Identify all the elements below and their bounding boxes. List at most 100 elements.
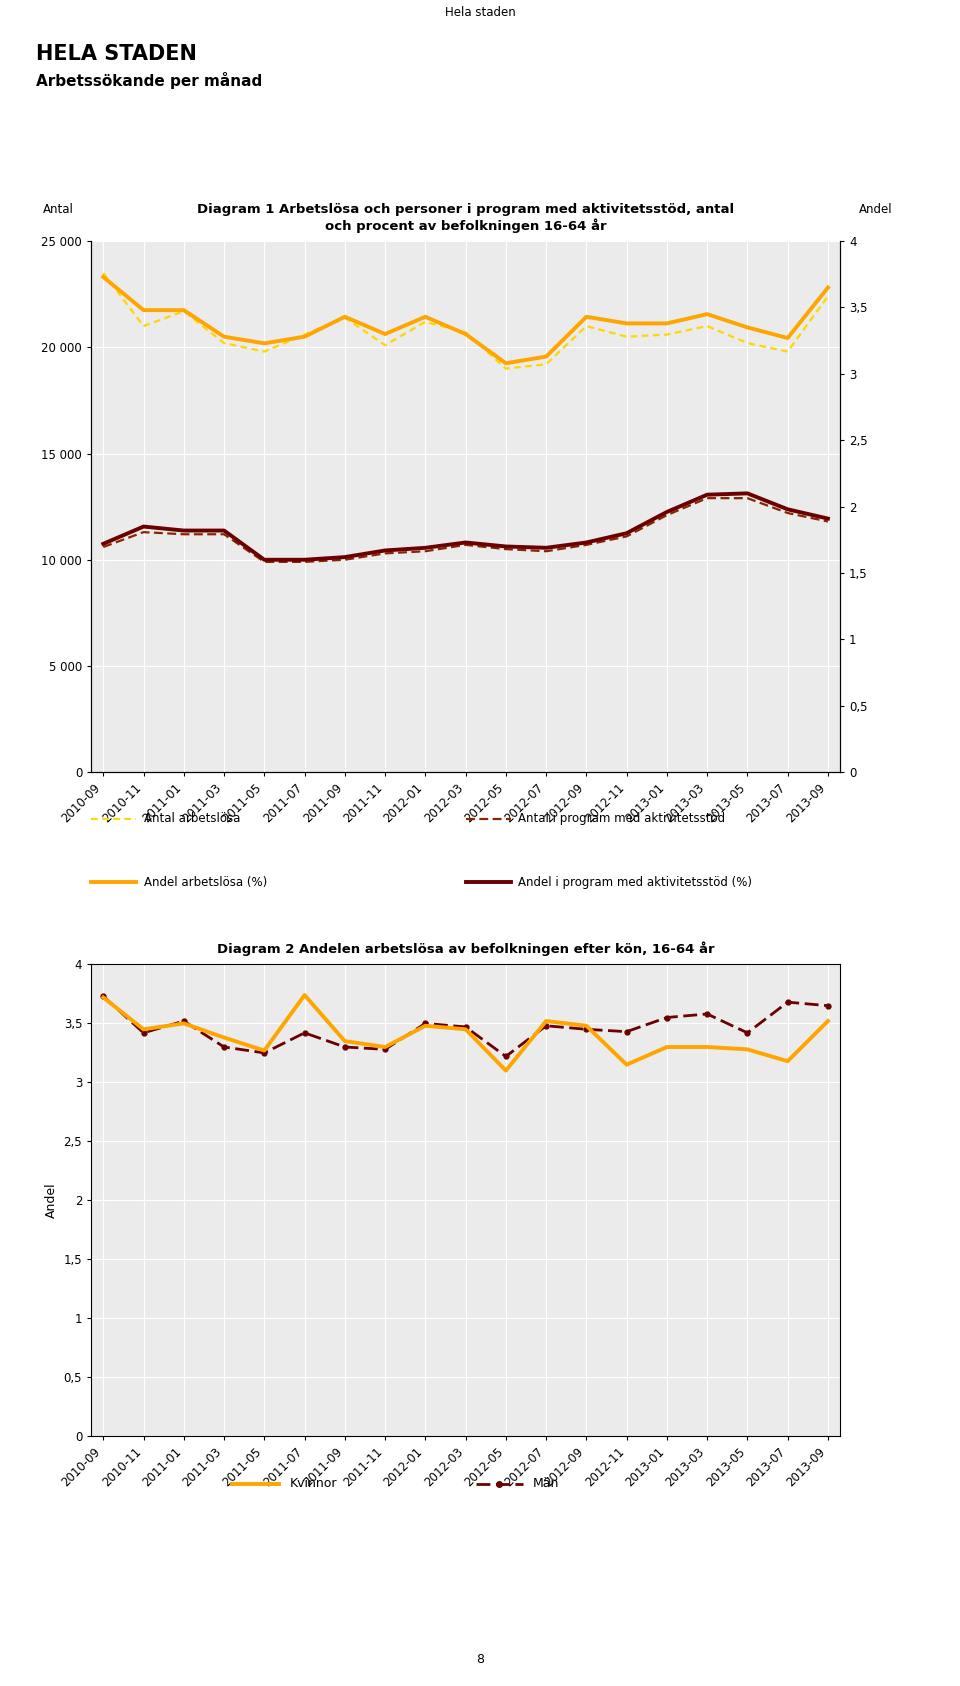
Män <box>420 1013 431 1034</box>
Text: Antal i program med aktivitetsstöd: Antal i program med aktivitetsstöd <box>518 813 725 826</box>
Title: Diagram 2 Andelen arbetslösa av befolkningen efter kön, 16-64 år: Diagram 2 Andelen arbetslösa av befolkni… <box>217 942 714 956</box>
Andel arbetslösa (%) <box>420 307 431 327</box>
Line: Andel arbetslösa (%): Andel arbetslösa (%) <box>104 277 828 362</box>
Kvinnor <box>138 1018 150 1039</box>
Andel arbetslösa (%) <box>581 307 592 327</box>
Kvinnor <box>258 1040 270 1060</box>
Antal i program med aktivitetsstöd <box>218 524 229 545</box>
Text: HELA STADEN: HELA STADEN <box>36 44 198 64</box>
Män <box>178 1012 189 1032</box>
Andel i program med aktivitetsstöd (%) <box>339 546 350 566</box>
Y-axis label: Andel: Andel <box>45 1182 58 1219</box>
Män <box>742 1023 754 1044</box>
Andel i program med aktivitetsstöd (%) <box>581 533 592 553</box>
Män <box>98 986 109 1007</box>
Antal arbetslösa <box>702 315 713 336</box>
Title: Diagram 1 Arbetslösa och personer i program med aktivitetsstöd, antal
och procen: Diagram 1 Arbetslösa och personer i prog… <box>197 202 734 233</box>
Text: Kvinnor: Kvinnor <box>289 1477 337 1490</box>
Antal i program med aktivitetsstöd <box>98 536 109 556</box>
Antal arbetslösa <box>581 315 592 336</box>
Andel arbetslösa (%) <box>742 317 754 337</box>
Antal arbetslösa <box>822 287 833 307</box>
Män <box>702 1003 713 1023</box>
Antal i program med aktivitetsstöd <box>460 534 471 555</box>
Andel arbetslösa (%) <box>500 352 512 373</box>
Män <box>781 991 793 1012</box>
Män <box>540 1015 552 1035</box>
Kvinnor <box>299 985 310 1005</box>
Antal arbetslösa <box>379 336 391 356</box>
Andel i program med aktivitetsstöd (%) <box>379 540 391 560</box>
Kvinnor <box>460 1018 471 1039</box>
Antal i program med aktivitetsstöd <box>621 526 633 546</box>
Andel i program med aktivitetsstöd (%) <box>299 550 310 570</box>
Kvinnor <box>581 1015 592 1035</box>
Text: 8: 8 <box>476 1652 484 1666</box>
Line: Kvinnor: Kvinnor <box>104 995 828 1071</box>
Line: Andel i program med aktivitetsstöd (%): Andel i program med aktivitetsstöd (%) <box>104 494 828 560</box>
Män <box>258 1042 270 1062</box>
Män <box>299 1023 310 1044</box>
Andel i program med aktivitetsstöd (%) <box>218 521 229 541</box>
Antal i program med aktivitetsstöd <box>178 524 189 545</box>
Text: Antal: Antal <box>42 202 74 216</box>
Text: Arbetssökande per månad: Arbetssökande per månad <box>36 72 263 89</box>
Antal arbetslösa <box>500 359 512 379</box>
Kvinnor <box>339 1030 350 1052</box>
Antal i program med aktivitetsstöd <box>822 511 833 531</box>
Antal arbetslösa <box>460 322 471 342</box>
Antal arbetslösa <box>218 332 229 352</box>
Kvinnor <box>98 988 109 1008</box>
Antal i program med aktivitetsstöd <box>581 534 592 555</box>
Andel arbetslösa (%) <box>822 278 833 298</box>
Antal i program med aktivitetsstöd <box>299 551 310 572</box>
Antal arbetslösa <box>138 315 150 336</box>
Kvinnor <box>822 1012 833 1032</box>
Text: Antal arbetslösa: Antal arbetslösa <box>144 813 240 826</box>
Andel arbetslösa (%) <box>98 266 109 287</box>
Antal i program med aktivitetsstöd <box>138 523 150 543</box>
Text: Män: Män <box>533 1477 560 1490</box>
Kvinnor <box>781 1050 793 1071</box>
Andel arbetslösa (%) <box>781 327 793 347</box>
Andel arbetslösa (%) <box>178 300 189 320</box>
Män <box>621 1022 633 1042</box>
Antal arbetslösa <box>781 342 793 362</box>
Andel arbetslösa (%) <box>339 307 350 327</box>
Antal arbetslösa <box>339 307 350 327</box>
Kvinnor <box>420 1015 431 1035</box>
Antal i program med aktivitetsstöd <box>661 506 673 526</box>
Kvinnor <box>218 1027 229 1047</box>
Män <box>460 1017 471 1037</box>
Andel arbetslösa (%) <box>661 314 673 334</box>
Män <box>138 1023 150 1044</box>
Antal i program med aktivitetsstöd <box>379 543 391 563</box>
Andel arbetslösa (%) <box>218 327 229 347</box>
Andel arbetslösa (%) <box>299 327 310 347</box>
Antal arbetslösa <box>661 324 673 344</box>
Andel arbetslösa (%) <box>258 334 270 354</box>
Antal arbetslösa <box>178 302 189 322</box>
Kvinnor <box>621 1055 633 1076</box>
Antal arbetslösa <box>420 312 431 332</box>
Kvinnor <box>379 1037 391 1057</box>
Män <box>822 995 833 1015</box>
Andel i program med aktivitetsstöd (%) <box>178 521 189 541</box>
Kvinnor <box>500 1060 512 1081</box>
Män <box>581 1018 592 1039</box>
Andel arbetslösa (%) <box>540 347 552 368</box>
Andel i program med aktivitetsstöd (%) <box>781 499 793 519</box>
Kvinnor <box>742 1039 754 1059</box>
Antal arbetslösa <box>258 342 270 362</box>
Text: Andel i program med aktivitetsstöd (%): Andel i program med aktivitetsstöd (%) <box>518 875 752 889</box>
Text: Andel arbetslösa (%): Andel arbetslösa (%) <box>144 875 267 889</box>
Andel i program med aktivitetsstöd (%) <box>742 484 754 504</box>
Andel i program med aktivitetsstöd (%) <box>98 534 109 555</box>
Text: Hela staden: Hela staden <box>444 5 516 19</box>
Andel arbetslösa (%) <box>379 324 391 344</box>
Andel i program med aktivitetsstöd (%) <box>500 536 512 556</box>
Antal i program med aktivitetsstöd <box>420 541 431 561</box>
Andel arbetslösa (%) <box>460 324 471 344</box>
Män <box>661 1007 673 1027</box>
Antal arbetslösa <box>621 327 633 347</box>
